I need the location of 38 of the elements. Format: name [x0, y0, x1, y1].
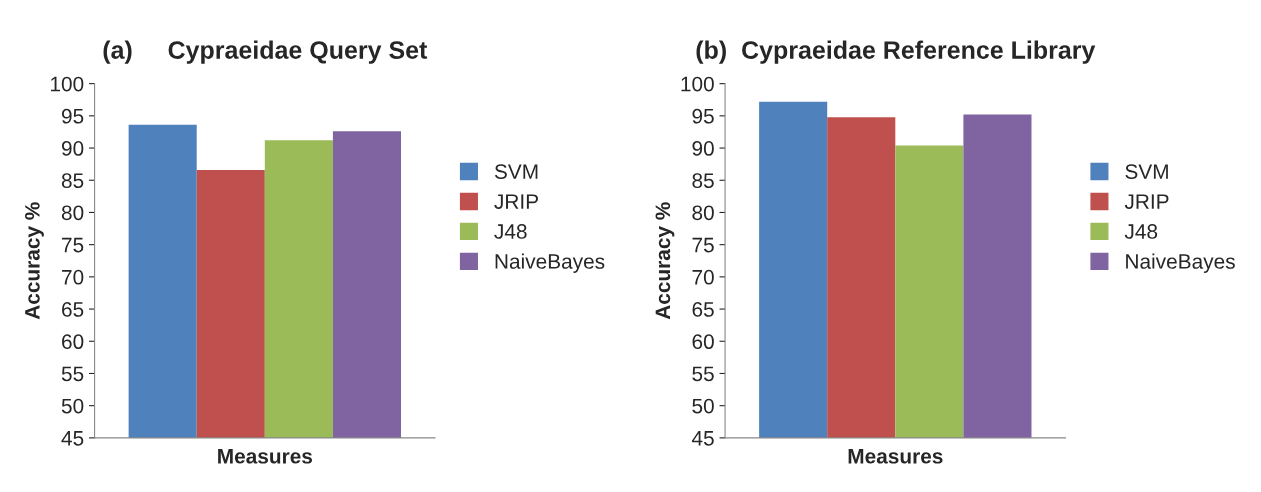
y-tick-label: 55 — [61, 366, 84, 382]
chart-title: (b) Cypraeidae Reference Library — [696, 40, 1096, 64]
y-tick-label: 65 — [62, 302, 84, 317]
y-tick-label: 45 — [691, 431, 714, 446]
y-tick-label: 75 — [692, 237, 714, 253]
y-tick-label: 95 — [692, 108, 714, 124]
y-tick-label: 80 — [61, 205, 84, 221]
y-tick-label: 60 — [692, 334, 714, 350]
x-axis-title: Measures — [848, 449, 943, 464]
y-tick-label: 85 — [692, 173, 714, 188]
y-tick-label: 85 — [61, 173, 84, 188]
legend-label: JRIP — [1124, 194, 1169, 209]
y-axis-title: Accuracy % — [25, 202, 44, 320]
y-tick-label: 100 — [50, 76, 84, 92]
y-tick-label: 60 — [62, 334, 84, 350]
y-tick-label: 50 — [692, 398, 714, 414]
legend-label: NaiveBayes — [495, 253, 605, 273]
y-tick-label: 65 — [692, 302, 714, 317]
y-tick-label: 90 — [692, 141, 714, 156]
y-tick-label: 70 — [62, 269, 84, 285]
legend-label: SVM — [1125, 164, 1168, 179]
y-tick-label: 100 — [681, 76, 714, 92]
legend-label: J48 — [494, 224, 527, 239]
legend-label: J48 — [1124, 224, 1158, 239]
y-tick-label: 75 — [62, 237, 84, 253]
legend-label: JRIP — [494, 194, 538, 209]
y-tick-label: 70 — [692, 269, 714, 285]
chart-title: (a) Cypraeidae Query Set — [103, 40, 428, 64]
y-tick-label: 95 — [61, 108, 84, 124]
x-axis-title: Measures — [218, 449, 313, 464]
y-tick-label: 90 — [61, 141, 84, 156]
y-tick-label: 55 — [692, 366, 714, 382]
legend-label: SVM — [494, 164, 538, 179]
legend-label: NaiveBayes — [1126, 253, 1235, 273]
y-tick-label: 50 — [61, 398, 84, 414]
y-axis-title: Accuracy % — [655, 202, 675, 320]
y-tick-label: 45 — [61, 431, 84, 446]
y-tick-label: 80 — [692, 205, 714, 221]
